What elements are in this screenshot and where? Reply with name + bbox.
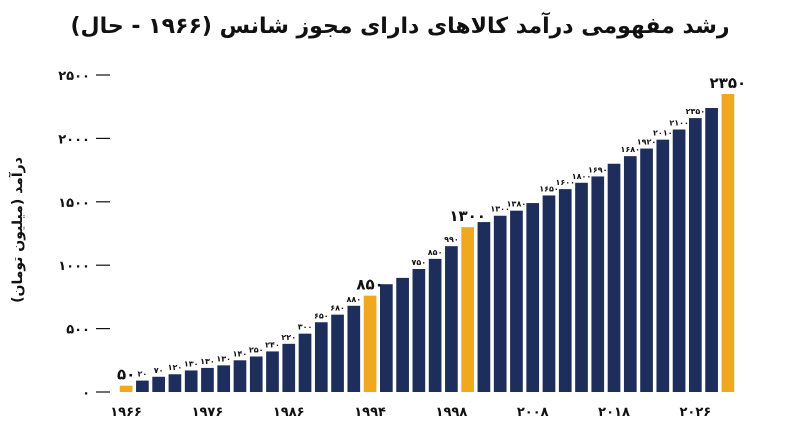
highlight-data-label: ۲۳۵۰: [710, 74, 747, 92]
bar: [607, 163, 621, 392]
x-tick-label: ۱۹۹۸: [436, 405, 468, 420]
data-label: ۸۸۰: [346, 295, 361, 304]
bar: [152, 376, 166, 392]
x-tick-label: ۱۹۸۶: [273, 405, 305, 420]
data-label: ۱۴۰: [233, 349, 248, 358]
bar: [493, 215, 507, 392]
data-label: ۱۲۰: [168, 363, 183, 372]
bar: [656, 139, 670, 392]
highlight-bar: [461, 227, 475, 392]
highlight-bar: [721, 94, 735, 393]
data-label: ۱۶۰۰: [555, 178, 575, 187]
bar: [379, 284, 393, 392]
data-label: ۱۶۵۰: [539, 184, 559, 193]
bar: [575, 182, 588, 392]
data-label: ۱۳۰۰: [490, 205, 510, 214]
data-label: ۲۱۰۰: [669, 119, 689, 128]
bar: [623, 156, 637, 392]
data-label: ۱۹۲۰: [637, 138, 657, 147]
y-tick-label: ۰: [82, 386, 90, 401]
bar: [688, 118, 702, 392]
data-label: ۲۴۰: [265, 340, 280, 349]
bar: [184, 370, 198, 392]
data-label: ۳۰۰: [298, 323, 313, 332]
bars: [119, 94, 735, 393]
bar: [298, 333, 312, 392]
bar: [510, 210, 523, 392]
bar: [412, 269, 426, 392]
bar: [217, 365, 231, 392]
y-tick-label: ۲۰۰۰: [58, 132, 90, 147]
bar: [672, 129, 686, 393]
x-tick-label: ۲۰۰۸: [517, 405, 549, 420]
chart-title: رشد مفهومی درآمد کالاهای دارای مجوز شانس…: [70, 14, 730, 39]
bar: [266, 351, 279, 392]
y-axis: ۰ ۵۰۰ ۱۰۰۰ ۱۵۰۰ ۲۰۰۰ ۲۵۰۰: [58, 69, 110, 401]
y-tick-label: ۵۰۰: [66, 323, 90, 338]
data-label: ۲۲۰: [281, 333, 296, 342]
bar: [233, 360, 247, 392]
y-tick-label: ۱۵۰۰: [58, 196, 90, 211]
x-tick-label: ۲۰۱۸: [598, 405, 630, 420]
bar: [168, 374, 182, 392]
bar: [477, 222, 491, 392]
bar: [136, 380, 149, 392]
data-label: ۶۸۰: [330, 304, 345, 313]
data-label: ۲۵۰: [249, 345, 264, 354]
data-label: ۱۶۹۰: [588, 165, 608, 174]
bar: [331, 314, 344, 392]
bar: [558, 189, 572, 392]
x-tick-label: ۱۹۷۶: [192, 405, 224, 420]
bar: [591, 176, 605, 392]
data-label: ۸۵۰: [428, 248, 443, 257]
data-label: ۱۳۰: [216, 354, 231, 363]
x-axis: ۱۹۶۶ ۱۹۷۶ ۱۹۸۶ ۱۹۹۴ ۱۹۹۸ ۲۰۰۸ ۲۰۱۸ ۲۰۲۶: [110, 405, 711, 420]
x-tick-label: ۱۹۹۴: [354, 405, 386, 420]
bar: [705, 107, 718, 392]
bar: [249, 356, 263, 392]
bar: [314, 322, 328, 392]
data-label: ۱۳۰: [200, 357, 215, 366]
highlight-data-label: ۸۵۰: [356, 276, 383, 294]
data-label: ۷۰: [154, 366, 164, 375]
data-label: ۹۹۰: [444, 235, 459, 244]
data-label: ۲۳۵۰: [686, 107, 706, 116]
bar: [445, 246, 458, 392]
bar: [428, 258, 442, 392]
x-tick-label: ۲۰۲۶: [679, 405, 711, 420]
x-tick-label: ۱۹۶۶: [110, 405, 142, 420]
highlight-data-label: ۱۳۰۰: [449, 207, 486, 225]
bar: [542, 195, 556, 392]
bar: [526, 203, 540, 392]
bar: [201, 367, 214, 392]
bar: [640, 148, 653, 392]
highlight-bar: [363, 295, 377, 392]
y-tick-label: ۲۵۰۰: [58, 69, 90, 84]
highlight-data-label: ۵۰: [117, 366, 135, 384]
bar: [347, 305, 361, 392]
bar: [396, 277, 409, 392]
y-tick-label: ۱۰۰۰: [58, 259, 90, 274]
data-label: ۷۵۰: [412, 258, 427, 267]
data-label: ۲۰۱۰: [653, 129, 673, 138]
data-label: ۶۵۰: [314, 311, 329, 320]
data-label: ۲۰: [138, 370, 148, 379]
data-label: ۱۸۰۰: [572, 172, 592, 181]
data-label: ۱۶۸۰: [621, 145, 641, 154]
data-label: ۱۳۸۰: [507, 200, 527, 209]
bar: [282, 343, 296, 392]
highlight-bar: [119, 385, 133, 392]
data-label: ۱۳۰: [184, 359, 199, 368]
